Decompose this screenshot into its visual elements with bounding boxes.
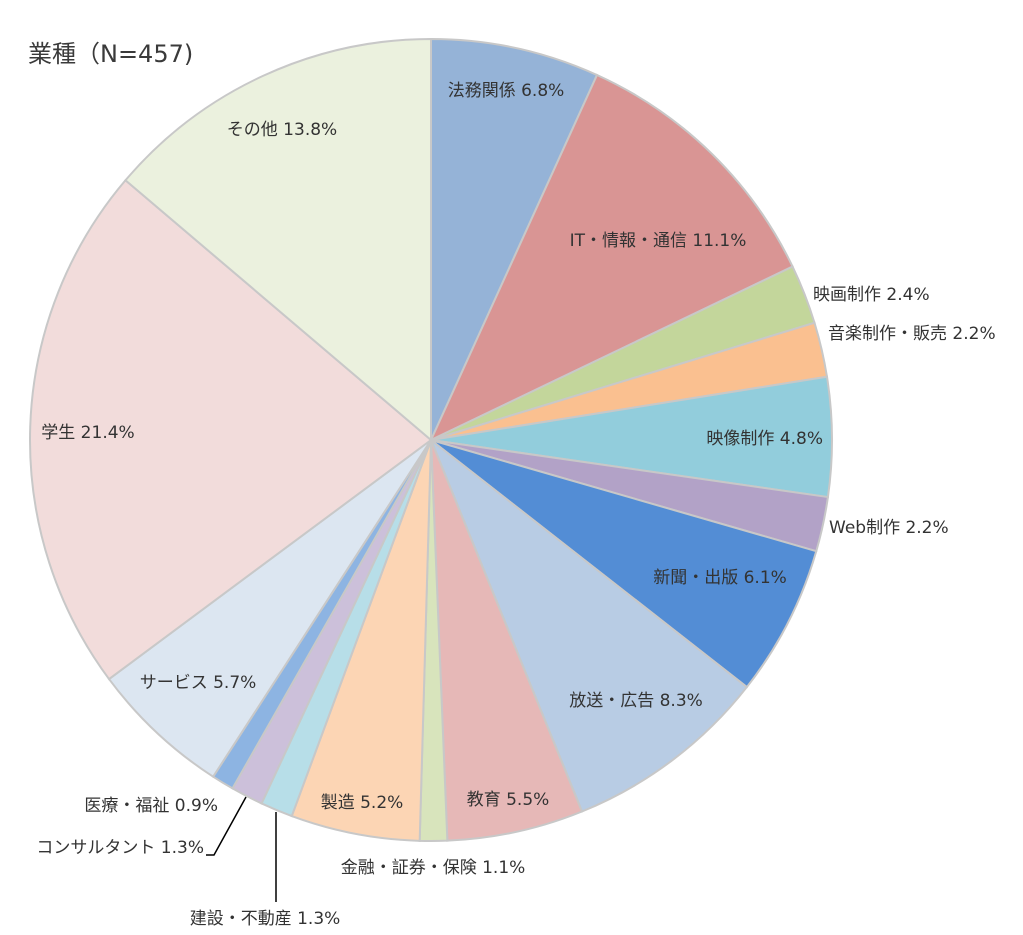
slice-label: サービス 5.7% xyxy=(140,673,257,693)
slice-label: コンサルタント 1.3% xyxy=(36,838,204,858)
slice-label: 法務関係 6.8% xyxy=(448,81,565,101)
slice-label: 教育 5.5% xyxy=(467,790,550,810)
slice-label: 映画制作 2.4% xyxy=(813,285,930,305)
slice-label: 新聞・出版 6.1% xyxy=(653,568,787,588)
slice-label: 映像制作 4.8% xyxy=(706,429,823,449)
pie-slices xyxy=(29,37,833,842)
leader-lines xyxy=(206,796,277,902)
pie-slice xyxy=(124,37,432,443)
slice-label: 学生 21.4% xyxy=(41,423,134,443)
pie-slice xyxy=(430,37,599,441)
slice-label: 金融・証券・保険 1.1% xyxy=(341,858,526,878)
slice-label: 製造 5.2% xyxy=(321,793,404,813)
pie-slice xyxy=(428,436,749,813)
leader-line-consultant xyxy=(206,796,247,856)
slice-labels: 法務関係 6.8% IT・情報・通信 11.1% 映画制作 2.4% 音楽制作・販売 … xyxy=(36,81,995,929)
pie-slice xyxy=(430,439,818,689)
slice-label: Web制作 2.2% xyxy=(829,518,949,538)
pie-slice xyxy=(430,439,584,842)
slice-label: その他 13.8% xyxy=(227,120,337,140)
pie-slice xyxy=(428,73,794,443)
pie-slice xyxy=(29,178,433,681)
slice-label: 医療・福祉 0.9% xyxy=(84,796,218,816)
slice-label: 音楽制作・販売 2.2% xyxy=(828,324,996,344)
chart-title: 業種（N=457) xyxy=(28,40,193,68)
slice-label: IT・情報・通信 11.1% xyxy=(570,231,747,251)
slice-label: 建設・不動産 1.3% xyxy=(190,909,341,929)
slice-label: 放送・広告 8.3% xyxy=(569,691,703,711)
pie-slice xyxy=(107,439,432,779)
